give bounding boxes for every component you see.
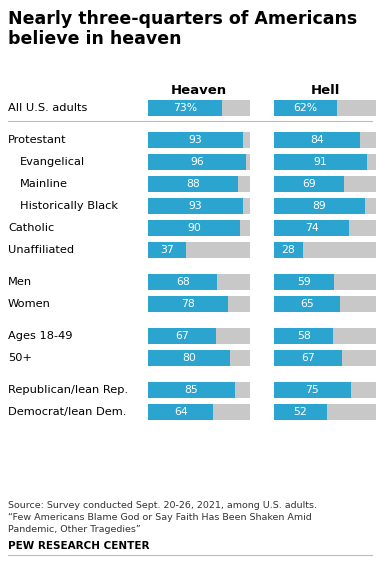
Bar	[148, 220, 250, 236]
Bar	[274, 382, 350, 398]
Bar	[274, 242, 302, 258]
Text: Nearly three-quarters of Americans: Nearly three-quarters of Americans	[8, 10, 357, 28]
Text: 78: 78	[181, 299, 195, 309]
Text: 50+: 50+	[8, 353, 32, 363]
Text: 96: 96	[190, 157, 204, 167]
Text: Historically Black: Historically Black	[20, 201, 118, 211]
Bar	[274, 198, 365, 214]
Bar	[148, 198, 243, 214]
Bar	[148, 328, 216, 344]
Text: Democrat/lean Dem.: Democrat/lean Dem.	[8, 407, 127, 417]
Bar	[148, 350, 230, 366]
Bar	[274, 350, 342, 366]
Text: 93: 93	[188, 201, 202, 211]
Text: PEW RESEARCH CENTER: PEW RESEARCH CENTER	[8, 541, 149, 551]
Bar	[274, 132, 360, 148]
Text: 59: 59	[297, 277, 311, 287]
Bar	[148, 296, 228, 312]
Text: Republican/lean Rep.: Republican/lean Rep.	[8, 385, 128, 395]
Bar	[274, 328, 376, 344]
Bar	[148, 154, 246, 170]
Bar	[148, 404, 213, 420]
Bar	[148, 296, 250, 312]
Bar	[274, 154, 367, 170]
Text: Protestant: Protestant	[8, 135, 66, 145]
Text: 91: 91	[314, 157, 327, 167]
Bar	[148, 132, 250, 148]
Text: Women: Women	[8, 299, 51, 309]
Bar	[148, 242, 250, 258]
Text: Heaven: Heaven	[171, 83, 227, 96]
Bar	[274, 242, 376, 258]
Bar	[148, 100, 222, 116]
Bar	[274, 328, 333, 344]
Bar	[274, 404, 376, 420]
Text: 52: 52	[294, 407, 307, 417]
Text: Ages 18-49: Ages 18-49	[8, 331, 73, 341]
Bar	[148, 274, 217, 290]
Text: 37: 37	[160, 245, 174, 255]
Bar	[148, 274, 250, 290]
Bar	[148, 100, 250, 116]
Bar	[274, 274, 376, 290]
Bar	[274, 220, 376, 236]
Bar	[274, 176, 344, 192]
Text: 93: 93	[188, 135, 202, 145]
Text: Unaffiliated: Unaffiliated	[8, 245, 74, 255]
Bar	[274, 220, 350, 236]
Text: 85: 85	[184, 385, 198, 395]
Bar	[148, 404, 250, 420]
Text: 84: 84	[310, 135, 324, 145]
Text: 68: 68	[176, 277, 190, 287]
Bar	[274, 296, 376, 312]
Text: 80: 80	[182, 353, 196, 363]
Text: 69: 69	[302, 179, 316, 189]
Text: All U.S. adults: All U.S. adults	[8, 103, 87, 113]
Bar	[274, 350, 376, 366]
Text: 67: 67	[301, 353, 315, 363]
Text: 90: 90	[187, 223, 201, 233]
Bar	[274, 198, 376, 214]
Text: Hell: Hell	[310, 83, 340, 96]
Bar	[274, 382, 376, 398]
Bar	[274, 100, 376, 116]
Bar	[274, 176, 376, 192]
Bar	[148, 176, 238, 192]
Bar	[148, 328, 250, 344]
Bar	[148, 242, 186, 258]
Bar	[274, 296, 340, 312]
Bar	[274, 100, 337, 116]
Text: Evangelical: Evangelical	[20, 157, 85, 167]
Text: 64: 64	[174, 407, 187, 417]
Bar	[274, 274, 334, 290]
Text: 75: 75	[306, 385, 319, 395]
Bar	[148, 132, 243, 148]
Bar	[148, 350, 250, 366]
Text: 88: 88	[186, 179, 200, 189]
Bar	[148, 382, 235, 398]
Text: 28: 28	[282, 245, 295, 255]
Bar	[148, 382, 250, 398]
Bar	[148, 154, 250, 170]
Text: 89: 89	[312, 201, 326, 211]
Text: 67: 67	[175, 331, 189, 341]
Text: Men: Men	[8, 277, 32, 287]
Text: 65: 65	[300, 299, 314, 309]
Text: 62%: 62%	[294, 103, 318, 113]
Text: 58: 58	[297, 331, 310, 341]
Bar	[274, 404, 327, 420]
Text: 73%: 73%	[173, 103, 197, 113]
Bar	[274, 154, 376, 170]
Text: Mainline: Mainline	[20, 179, 68, 189]
Bar	[148, 198, 250, 214]
Text: 74: 74	[305, 223, 318, 233]
Text: believe in heaven: believe in heaven	[8, 30, 182, 48]
Bar	[148, 220, 240, 236]
Bar	[274, 132, 376, 148]
Text: Catholic: Catholic	[8, 223, 54, 233]
Text: Source: Survey conducted Sept. 20-26, 2021, among U.S. adults.
“Few Americans Bl: Source: Survey conducted Sept. 20-26, 20…	[8, 501, 317, 534]
Bar	[148, 176, 250, 192]
